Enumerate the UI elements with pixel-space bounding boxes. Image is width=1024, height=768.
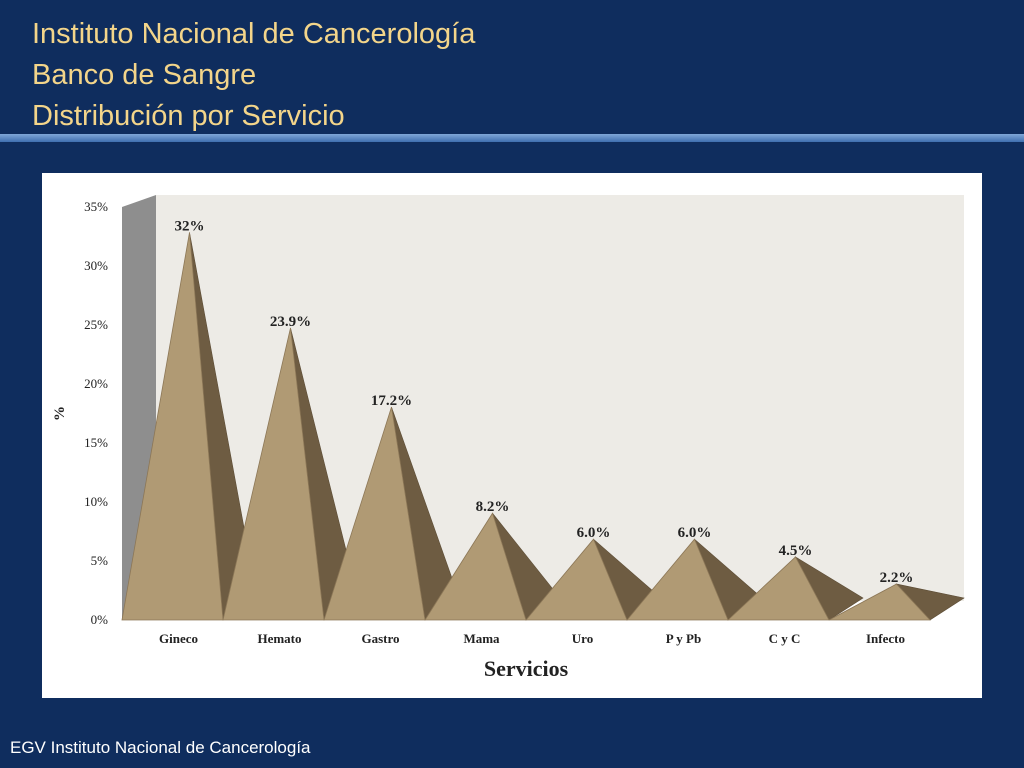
pyramid-bar	[323, 406, 426, 621]
y-tick-label: 20%	[84, 376, 108, 391]
data-label: 4.5%	[779, 543, 813, 559]
title-line-blood-bank: Banco de Sangre	[32, 59, 257, 91]
chart-panel: 0% 5% 10% 15% 20% 25% 30% 35%% Servicios 32% Gine…	[42, 173, 982, 698]
x-tick-label: Infecto	[866, 631, 905, 646]
plot-back-wall	[156, 195, 964, 601]
data-label: 6.0%	[577, 525, 611, 541]
x-tick-label: C y C	[769, 631, 801, 646]
x-tick-label: P y Pb	[666, 631, 701, 646]
data-label: 8.2%	[476, 499, 510, 515]
pyramid-bar	[424, 512, 527, 621]
data-label: 17.2%	[371, 393, 412, 409]
x-axis-label: Servicios	[484, 656, 569, 681]
pyramid-bar	[726, 556, 830, 621]
data-label: 23.9%	[270, 314, 311, 330]
slide-title: Instituto Nacional de Cancerología Banco…	[32, 14, 475, 137]
y-tick-label: 5%	[91, 553, 109, 568]
y-tick-label: 10%	[84, 494, 108, 509]
pyramid-bar	[525, 538, 628, 621]
y-axis-label: %	[52, 406, 68, 421]
footer-text: EGV Instituto Nacional de Cancerología	[10, 738, 311, 757]
x-tick-label: Gastro	[361, 631, 399, 646]
data-label: 32%	[175, 218, 205, 234]
pyramid-bar	[121, 232, 224, 621]
x-tick-label: Uro	[572, 631, 593, 646]
y-tick-label: 30%	[84, 258, 108, 273]
title-line-distribution: Distribución por Servicio	[32, 100, 345, 132]
y-tick-label: 35%	[84, 199, 108, 214]
x-tick-label: Hemato	[257, 631, 301, 646]
title-divider	[0, 134, 1024, 142]
x-tick-label: Mama	[463, 631, 500, 646]
pyramid-bar	[222, 327, 325, 621]
y-tick-label: 25%	[84, 317, 108, 332]
pyramid-bar	[828, 583, 931, 621]
pyramid-chart: 0% 5% 10% 15% 20% 25% 30% 35%% Servicios 32% Gine…	[52, 195, 965, 681]
x-tick-label: Gineco	[159, 631, 198, 646]
data-label: 2.2%	[880, 570, 914, 586]
pyramid-bar	[626, 538, 729, 621]
y-tick-label: 15%	[84, 435, 108, 450]
title-line-institute: Instituto Nacional de Cancerología	[32, 18, 476, 50]
y-tick-label: 0%	[91, 612, 109, 627]
data-label: 6.0%	[678, 525, 712, 541]
